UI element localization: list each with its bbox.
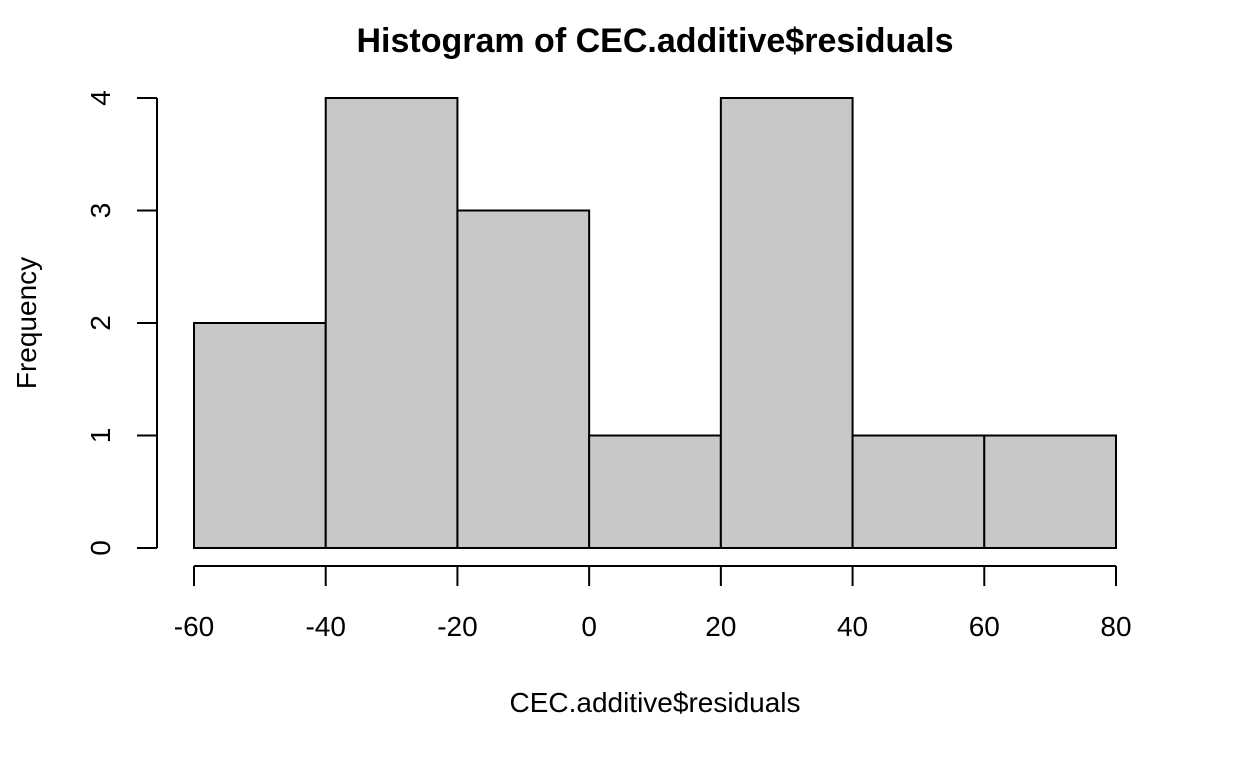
y-tick-label-2: 2 — [85, 315, 116, 331]
histogram-bar-3 — [588, 434, 722, 549]
histogram-bar-2 — [456, 209, 591, 549]
y-axis-label: Frequency — [11, 257, 42, 389]
histogram-bar-1 — [324, 97, 459, 549]
x-tick-label-2: -20 — [437, 611, 477, 642]
x-tick-label-1: -40 — [305, 611, 345, 642]
x-tick-label-0: -60 — [174, 611, 214, 642]
y-tick-label-1: 1 — [85, 428, 116, 444]
y-tick-label-4: 4 — [85, 90, 116, 106]
chart-title: Histogram of CEC.additive$residuals — [356, 22, 953, 60]
bars-group — [193, 97, 1117, 549]
x-tick-label-5: 40 — [837, 611, 868, 642]
x-tick-label-4: 20 — [705, 611, 736, 642]
histogram-bar-5 — [851, 434, 986, 549]
x-axis: -60 -40 -20 0 20 40 60 80 — [174, 565, 1132, 642]
x-axis-label: CEC.additive$residuals — [509, 687, 800, 718]
y-tick-label-3: 3 — [85, 203, 116, 219]
y-tick-label-0: 0 — [85, 540, 116, 556]
x-tick-label-3: 0 — [581, 611, 597, 642]
x-tick-label-7: 80 — [1100, 611, 1131, 642]
histogram-bar-0 — [193, 322, 327, 549]
histogram-bar-6 — [983, 434, 1117, 549]
x-tick-label-6: 60 — [969, 611, 1000, 642]
y-axis: 0 1 2 3 4 — [85, 90, 158, 556]
histogram-bar-4 — [719, 97, 854, 549]
